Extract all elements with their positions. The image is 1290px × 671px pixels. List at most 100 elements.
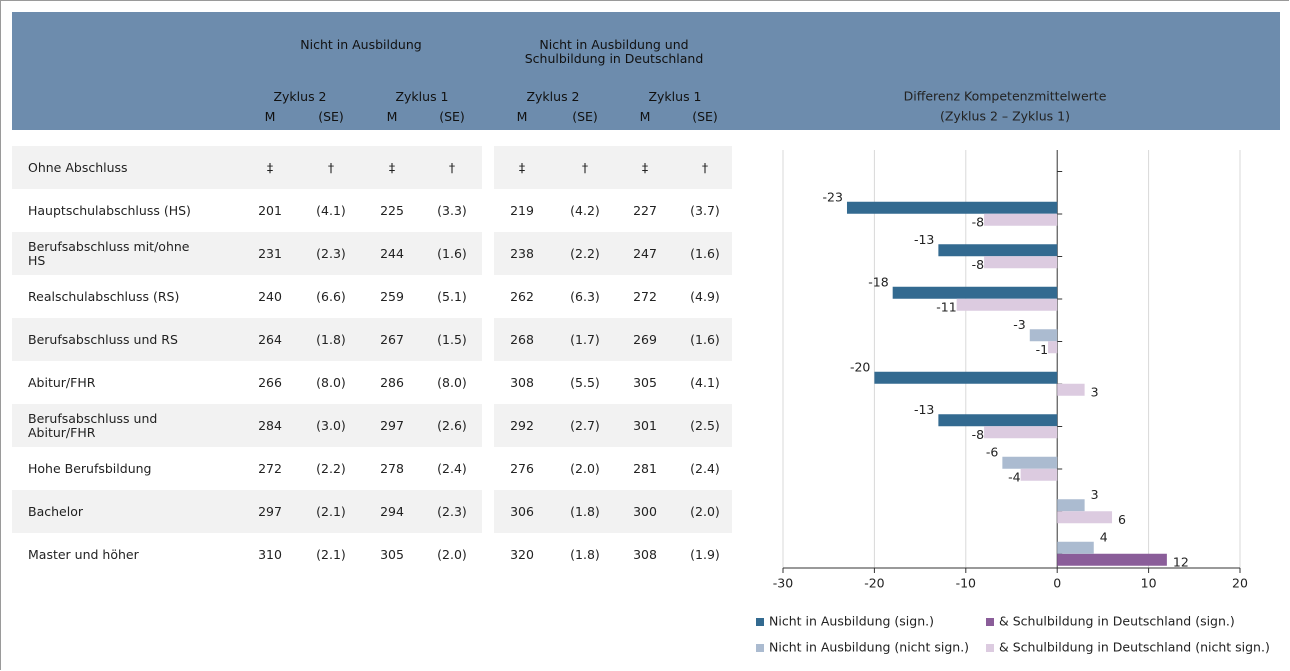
cell: (2.0) [690,504,720,519]
bar [1057,383,1085,396]
legend-label: & Schulbildung in Deutschland (sign.) [999,614,1235,629]
cell: (2.7) [570,418,600,433]
row-band [12,146,482,189]
value-label: -13 [914,402,934,417]
bar [984,213,1058,226]
cycle-header: Zyklus 1 [395,89,449,104]
row-band [12,232,482,275]
cell: 268 [510,332,534,347]
bar [956,298,1058,311]
row-label: Abitur/FHR [28,374,96,390]
bar [984,426,1058,439]
cell: 238 [510,246,534,261]
cell: 201 [258,203,282,218]
stat-header: (SE) [692,109,718,124]
cell: 305 [633,375,657,390]
cell: (6.3) [570,289,600,304]
legend-swatch [986,644,994,652]
cell: (1.6) [690,332,720,347]
legend-label: & Schulbildung in Deutschland (nicht sig… [999,640,1270,655]
value-label: -4 [1008,469,1021,484]
stat-header: (SE) [439,109,465,124]
cell: 262 [510,289,534,304]
value-label: 3 [1091,487,1099,502]
stat-header: (SE) [318,109,344,124]
bar [874,371,1058,384]
cell: (2.4) [437,461,467,476]
row-band [494,404,732,447]
x-tick-label: 0 [1053,576,1061,591]
cell: 297 [258,504,282,519]
cell: 259 [380,289,404,304]
cell: (8.0) [437,375,467,390]
cell: 225 [380,203,404,218]
bar [938,414,1058,427]
legend-label: Nicht in Ausbildung (sign.) [769,614,934,629]
cell: (2.3) [437,504,467,519]
value-label: -8 [972,257,985,272]
value-label: 4 [1100,529,1108,544]
bar [1029,329,1058,342]
x-tick-label: 20 [1232,576,1248,591]
stat-header: (SE) [572,109,598,124]
row-band [494,232,732,275]
cell: 247 [633,246,657,261]
row-label: Berufsabschluss und RS [28,331,178,347]
cell: (1.5) [437,332,467,347]
cell: 301 [633,418,657,433]
legend-swatch [986,618,994,626]
bar [1020,468,1058,481]
cycle-header: Zyklus 2 [273,89,327,104]
value-label: -1 [1036,342,1048,357]
row-band [12,318,482,361]
chart-title: Differenz Kompetenzmittelwerte [904,89,1107,104]
cell: 219 [510,203,534,218]
cell: (1.6) [690,246,720,261]
cycle-header: Zyklus 2 [526,89,580,104]
bar [1057,553,1167,566]
cycle-header: Zyklus 1 [648,89,702,104]
row-label: Master und höher [28,546,139,562]
cell: (5.1) [437,289,467,304]
legend-swatch [756,618,764,626]
cell: 227 [633,203,657,218]
x-tick-label: -20 [864,576,884,591]
cell: (3.3) [437,203,467,218]
cell: (2.2) [316,461,346,476]
cell: (1.8) [570,547,600,562]
cell: 264 [258,332,282,347]
cell: 281 [633,461,657,476]
cell: ‡ [641,160,649,175]
cell: (1.7) [570,332,600,347]
cell: † [581,160,589,175]
row-label: Realschulabschluss (RS) [28,288,180,304]
x-tick-label: -30 [773,576,793,591]
value-label: -18 [868,274,888,289]
cell: (2.2) [570,246,600,261]
cell: (1.8) [570,504,600,519]
row-label: Berufsabschluss mit/ohne HS [28,238,190,268]
value-label: -6 [986,444,999,459]
cell: (2.6) [437,418,467,433]
bar [1057,499,1085,512]
cell: 305 [380,547,404,562]
bar [938,244,1058,257]
row-band [494,318,732,361]
value-label: 12 [1173,554,1189,569]
cell: (2.0) [570,461,600,476]
legend-swatch [756,644,764,652]
row-label: Hohe Berufsbildung [28,460,152,476]
cell: (2.0) [437,547,467,562]
cell: (1.6) [437,246,467,261]
cell: (4.1) [690,375,720,390]
value-label: -8 [972,214,985,229]
cell: (2.1) [316,504,346,519]
cell: 272 [633,289,657,304]
stat-header: M [639,109,651,124]
cell: 269 [633,332,657,347]
value-label: 6 [1118,512,1126,527]
value-label: 3 [1091,384,1099,399]
cell: 292 [510,418,534,433]
bar [1057,511,1113,524]
